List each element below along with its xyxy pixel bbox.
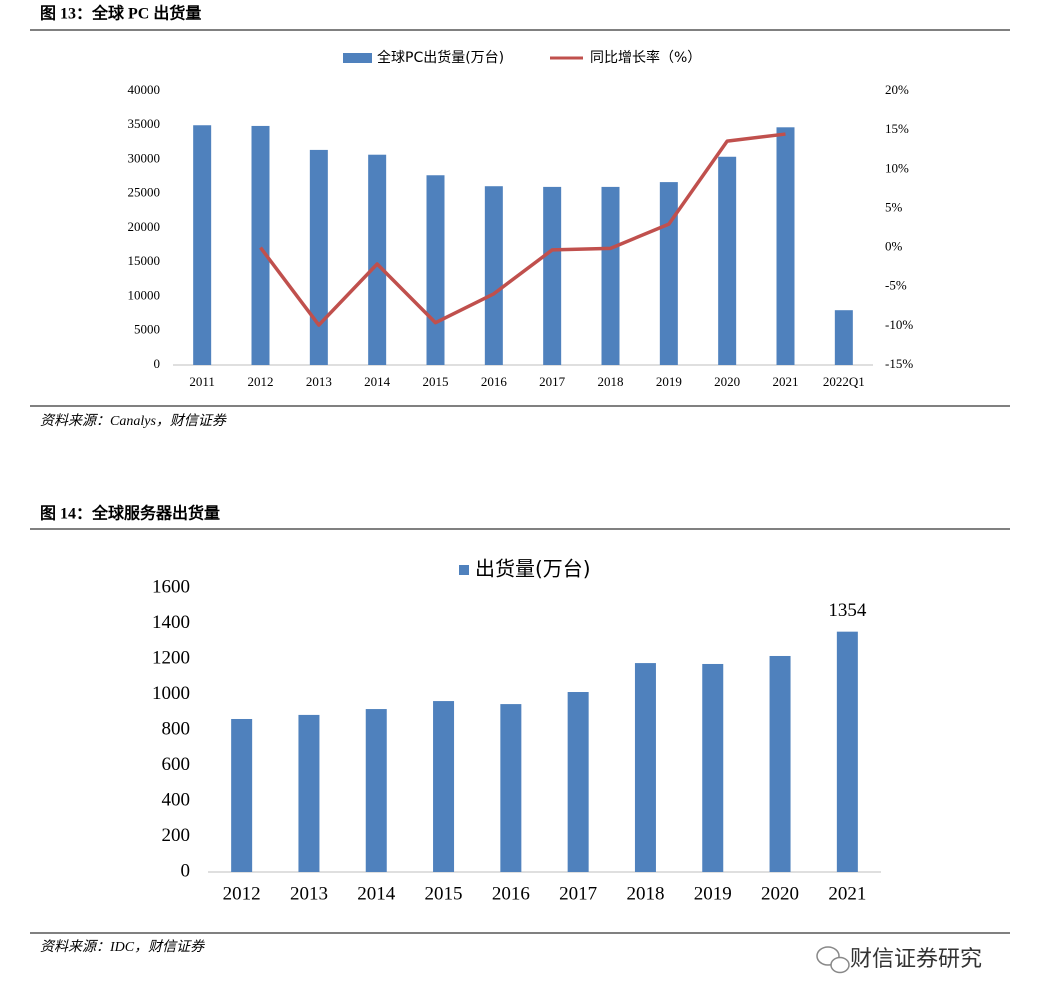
watermark-icon [816, 946, 850, 974]
bar [836, 631, 858, 872]
legend-label: 同比增长率（%） [590, 49, 701, 66]
bar [834, 310, 853, 365]
y2-tick-label: 10% [885, 160, 909, 175]
x-tick-label: 2015 [423, 374, 449, 389]
x-tick-label: 2012 [248, 374, 274, 389]
x-tick-label: 2014 [357, 883, 396, 904]
y-tick-label: 30000 [128, 150, 161, 165]
legend-symbol [343, 53, 372, 63]
watermark: 财信证券研究 [850, 947, 982, 972]
x-tick-label: 2018 [598, 374, 624, 389]
bar [543, 186, 562, 365]
bar [567, 692, 589, 872]
y-tick-label: 1600 [152, 576, 190, 597]
x-tick-label: 2011 [189, 374, 215, 389]
bar [500, 704, 522, 872]
bar [659, 182, 678, 365]
x-tick-label: 2022Q1 [823, 374, 865, 389]
legend-symbol [459, 565, 469, 575]
line [259, 132, 786, 327]
y-tick-label: 1200 [152, 647, 190, 668]
y-tick-label: 25000 [128, 185, 161, 200]
bar [365, 709, 387, 872]
y2-tick-label: 0% [885, 239, 903, 254]
bar [368, 154, 387, 365]
y-tick-label: 35000 [128, 116, 161, 131]
x-tick-label: 2015 [425, 883, 463, 904]
bar [702, 663, 724, 872]
bar [769, 655, 791, 872]
bar [634, 663, 656, 872]
bar [309, 149, 328, 365]
y-tick-label: 0 [154, 356, 161, 371]
y-tick-label: 40000 [128, 82, 161, 97]
x-tick-label: 2016 [481, 374, 508, 389]
y2-tick-label: -10% [885, 317, 913, 332]
x-tick-label: 2013 [290, 883, 328, 904]
x-tick-label: 2021 [828, 883, 866, 904]
y-tick-label: 800 [162, 718, 191, 739]
bar [193, 125, 212, 365]
x-tick-label: 2017 [539, 374, 566, 389]
bar [231, 718, 253, 872]
legend-label: 出货量(万台) [475, 557, 591, 581]
y-tick-label: 1400 [152, 612, 190, 633]
y-tick-label: 20000 [128, 219, 161, 234]
y-tick-label: 0 [181, 860, 191, 881]
x-tick-label: 2013 [306, 374, 332, 389]
y-tick-label: 600 [162, 754, 191, 775]
y-tick-label: 10000 [128, 287, 161, 302]
x-tick-label: 2020 [714, 374, 740, 389]
x-tick-label: 2016 [492, 883, 530, 904]
bar [601, 186, 620, 365]
bar [251, 125, 270, 365]
y-tick-label: 200 [162, 825, 191, 846]
y-tick-label: 400 [162, 789, 191, 810]
figure-title: 图 13：全球 PC 出货量 [40, 4, 201, 23]
y2-tick-label: 20% [885, 82, 909, 97]
x-tick-label: 2019 [694, 883, 732, 904]
y-tick-label: 15000 [128, 253, 161, 268]
source-note: 资料来源：IDC，财信证券 [40, 939, 205, 955]
x-tick-label: 2018 [626, 883, 664, 904]
x-tick-label: 2020 [761, 883, 799, 904]
y2-tick-label: -5% [885, 278, 907, 293]
y2-tick-label: -15% [885, 356, 913, 371]
data-label: 1354 [828, 600, 867, 621]
y2-tick-label: 15% [885, 121, 909, 136]
bar [776, 127, 795, 366]
x-tick-label: 2019 [656, 374, 682, 389]
bar [484, 186, 503, 365]
legend-label: 全球PC出货量(万台) [377, 49, 504, 66]
x-tick-label: 2014 [364, 374, 391, 389]
y2-tick-label: 5% [885, 199, 903, 214]
figure-title: 图 14：全球服务器出货量 [40, 504, 220, 523]
y-tick-label: 1000 [152, 683, 190, 704]
bar [298, 714, 320, 872]
bar [718, 156, 737, 365]
x-tick-label: 2017 [559, 883, 597, 904]
bar [433, 701, 455, 872]
bar [426, 175, 445, 365]
y-tick-label: 5000 [134, 322, 160, 337]
source-note: 资料来源：Canalys，财信证券 [40, 413, 227, 429]
x-tick-label: 2021 [773, 374, 799, 389]
x-tick-label: 2012 [223, 883, 261, 904]
